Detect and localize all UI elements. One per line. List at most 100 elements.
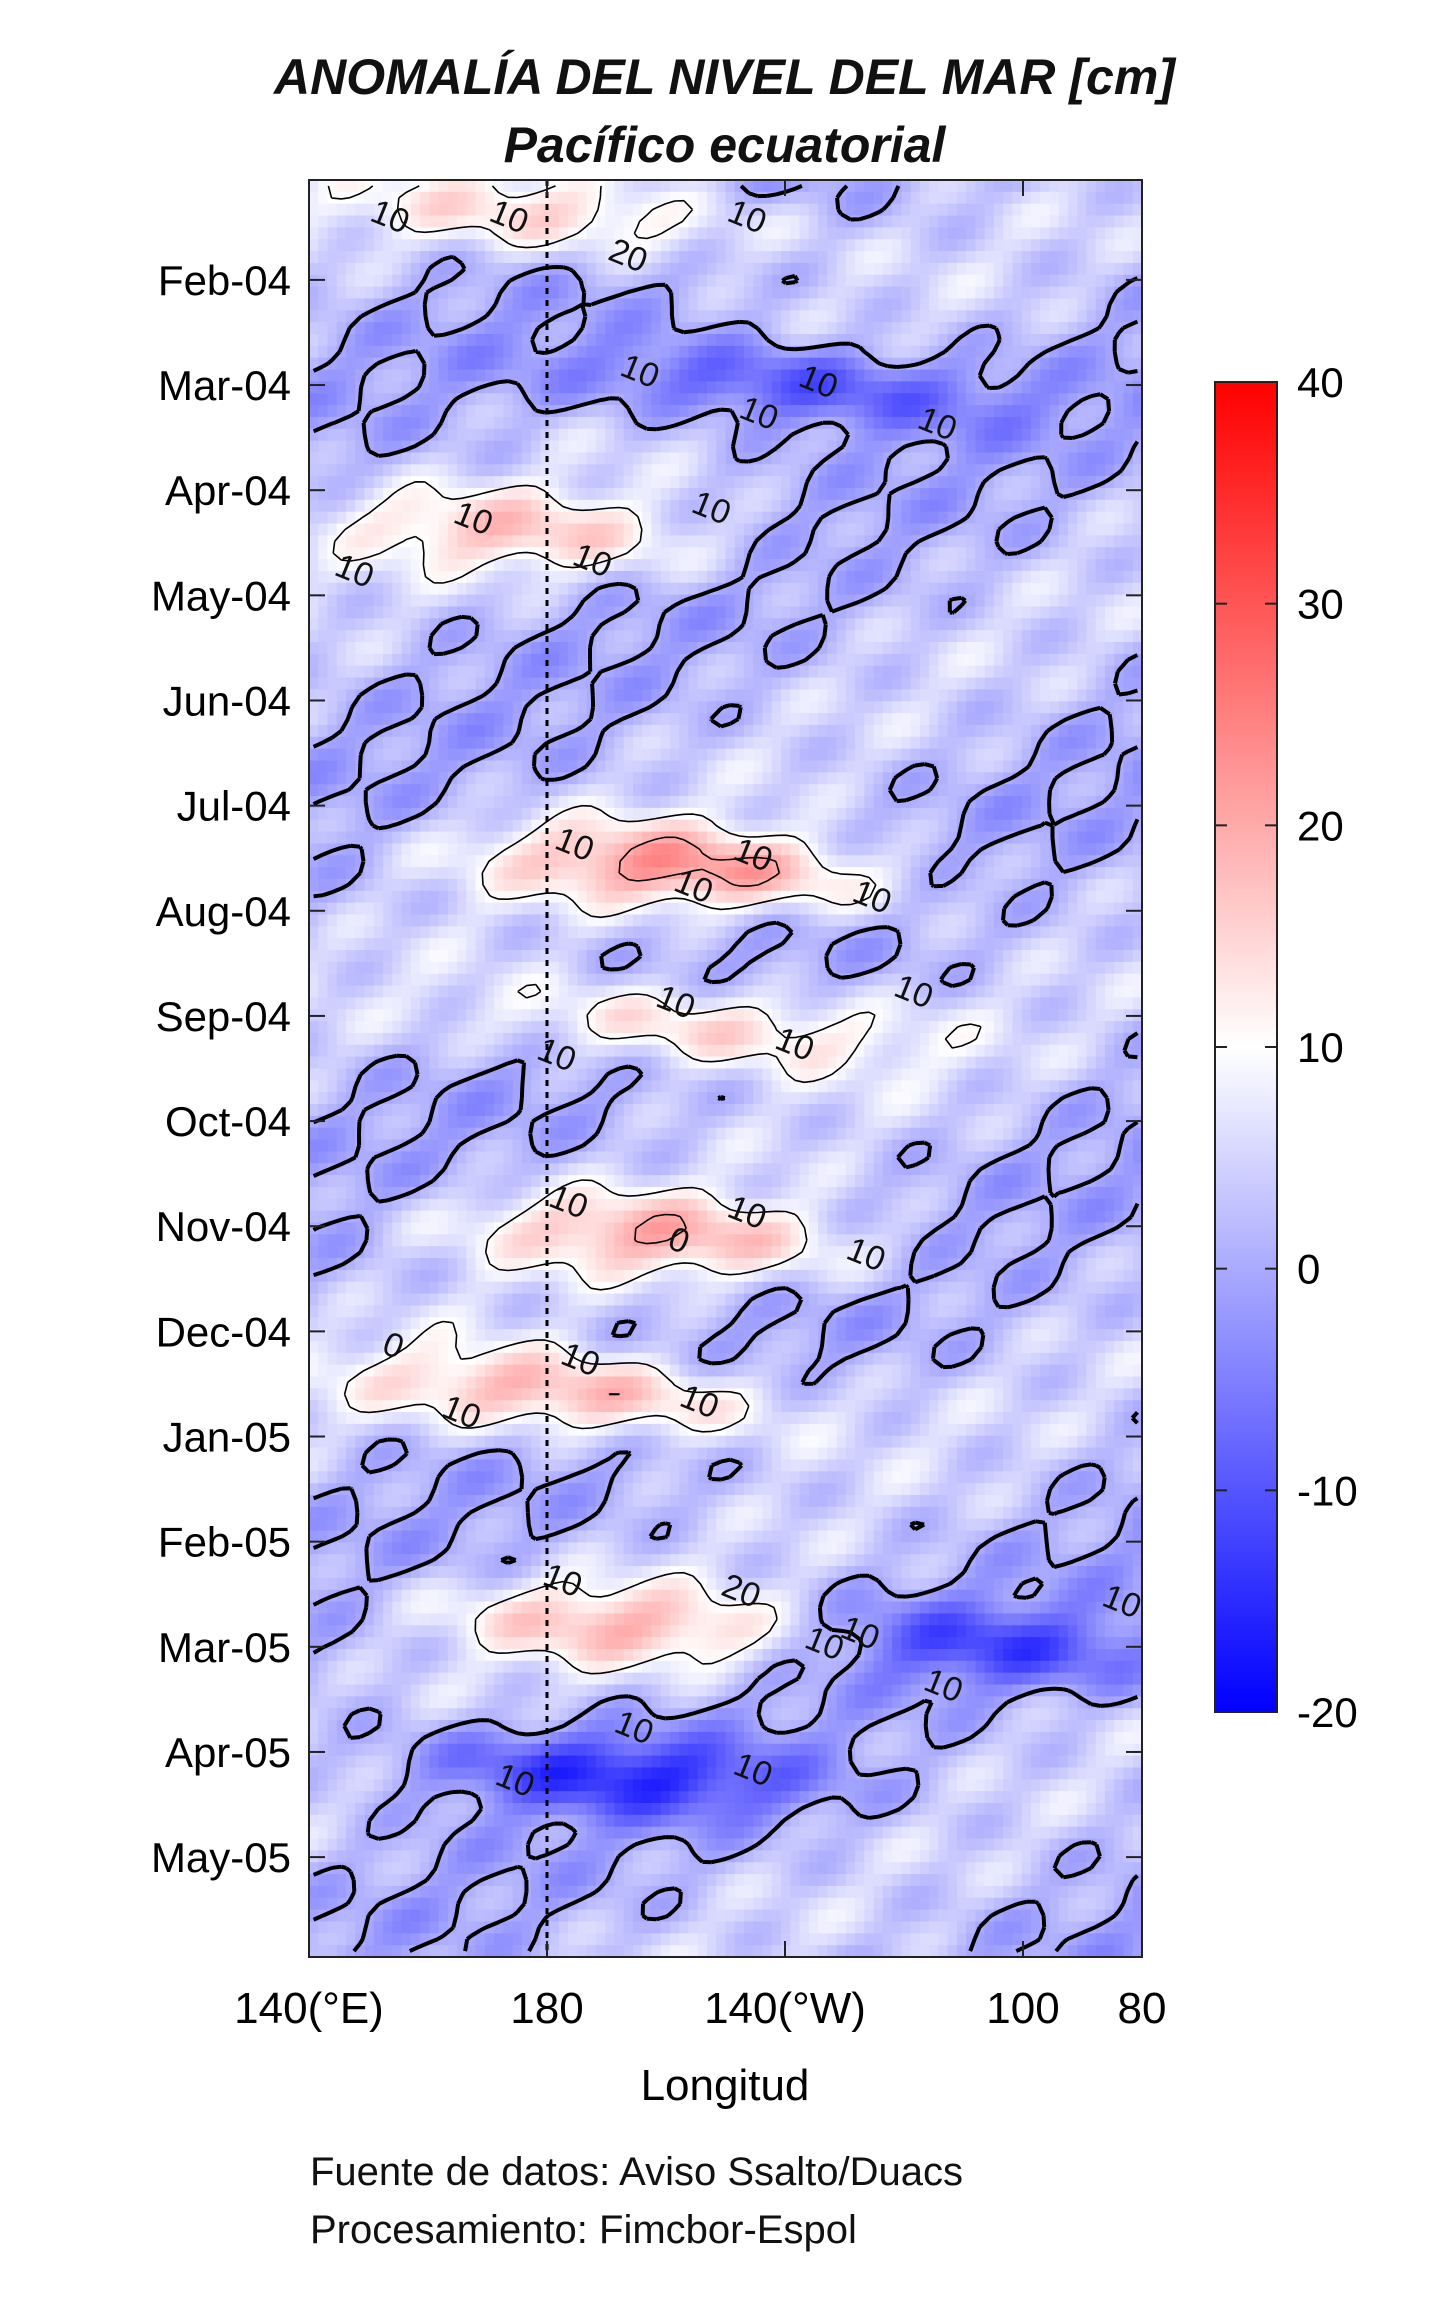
heat-cell <box>993 499 1004 513</box>
heat-cell <box>531 227 542 241</box>
heat-cell <box>1123 689 1134 703</box>
heat-cell <box>744 251 755 264</box>
heat-cell <box>873 310 884 323</box>
heat-cell <box>521 535 532 549</box>
heat-cell <box>836 582 847 596</box>
heat-cell <box>318 677 329 691</box>
heat-cell <box>966 488 977 501</box>
heat-cell <box>309 547 320 560</box>
heat-cell <box>836 203 847 217</box>
heat-cell <box>494 819 505 833</box>
heat-cell <box>651 334 662 347</box>
heat-cell <box>484 594 495 608</box>
heat-cell <box>716 618 727 631</box>
heat-cell <box>947 405 958 418</box>
heat-cell <box>457 642 468 655</box>
heat-cell <box>808 298 819 312</box>
heat-cell <box>993 559 1004 572</box>
heat-cell <box>882 594 893 608</box>
heat-cell <box>827 582 838 596</box>
heat-cell <box>753 677 764 691</box>
heat-cell <box>753 464 764 477</box>
heat-cell <box>892 559 903 572</box>
heat-cell <box>438 262 449 276</box>
heat-cell <box>494 215 505 229</box>
heat-cell <box>947 701 958 714</box>
heat-cell <box>993 606 1004 620</box>
heat-cell <box>392 298 403 312</box>
heat-cell <box>929 488 940 501</box>
heat-cell <box>827 547 838 560</box>
heat-cell <box>521 405 532 418</box>
heat-cell <box>1104 618 1116 631</box>
heat-cell <box>725 559 736 572</box>
heat-cell <box>910 381 921 395</box>
heat-cell <box>420 760 431 774</box>
heat-cell <box>429 819 440 833</box>
heat-cell <box>568 748 579 762</box>
heat-cell <box>679 772 690 785</box>
heat-cell <box>734 274 745 288</box>
heat-cell <box>475 428 486 442</box>
heat-cell <box>605 369 616 383</box>
heat-cell <box>429 724 440 738</box>
heat-cell <box>716 488 727 501</box>
heat-cell <box>790 440 801 454</box>
heat-cell <box>521 784 532 797</box>
heat-cell <box>790 464 801 477</box>
heat-cell <box>1123 511 1134 525</box>
heat-cell <box>651 310 662 323</box>
heat-cell <box>855 452 866 466</box>
heat-cell <box>808 393 819 406</box>
heat-cell <box>318 310 329 323</box>
heat-cell <box>873 748 884 762</box>
heat-cell <box>725 464 736 477</box>
heat-cell <box>540 286 551 300</box>
heat-cell <box>947 381 958 395</box>
heat-cell <box>734 191 745 205</box>
heat-cell <box>734 488 745 501</box>
heat-cell <box>503 191 514 205</box>
heat-cell <box>355 618 366 631</box>
heat-cell <box>632 476 643 489</box>
heat-cell <box>1086 452 1097 466</box>
heat-cell <box>447 476 458 489</box>
heat-cell <box>577 665 588 679</box>
heat-cell <box>521 642 532 655</box>
heat-cell <box>549 428 560 442</box>
heat-cell <box>975 310 986 323</box>
heat-cell <box>771 251 782 264</box>
heat-cell <box>892 547 903 560</box>
heat-cell <box>984 215 995 229</box>
heat-cell <box>864 736 875 750</box>
heat-cell <box>781 594 792 608</box>
heat-cell <box>827 689 838 703</box>
heat-cell <box>1095 298 1106 312</box>
heat-cell <box>632 653 643 667</box>
heat-cell <box>503 381 514 395</box>
heat-cell <box>521 322 532 335</box>
heat-cell <box>734 393 745 406</box>
heat-cell <box>447 677 458 691</box>
heat-cell <box>1086 298 1097 312</box>
heat-cell <box>1003 345 1014 359</box>
heat-cell <box>392 784 403 797</box>
heat-cell <box>660 701 671 714</box>
heat-cell <box>1086 464 1097 477</box>
heat-cell <box>1104 523 1116 537</box>
heat-cell <box>605 251 616 264</box>
heat-cell <box>892 251 903 264</box>
heat-cell <box>336 559 347 572</box>
heat-cell <box>771 464 782 477</box>
heat-cell <box>595 689 606 703</box>
heat-cell <box>827 523 838 537</box>
heat-cell <box>318 476 329 489</box>
heat-cell <box>1123 523 1134 537</box>
heat-cell <box>669 334 681 347</box>
heat-cell <box>346 819 357 833</box>
heat-cell <box>864 499 875 513</box>
heat-cell <box>753 760 764 774</box>
heat-cell <box>744 440 755 454</box>
heat-cell <box>512 606 523 620</box>
heat-cell <box>901 511 912 525</box>
